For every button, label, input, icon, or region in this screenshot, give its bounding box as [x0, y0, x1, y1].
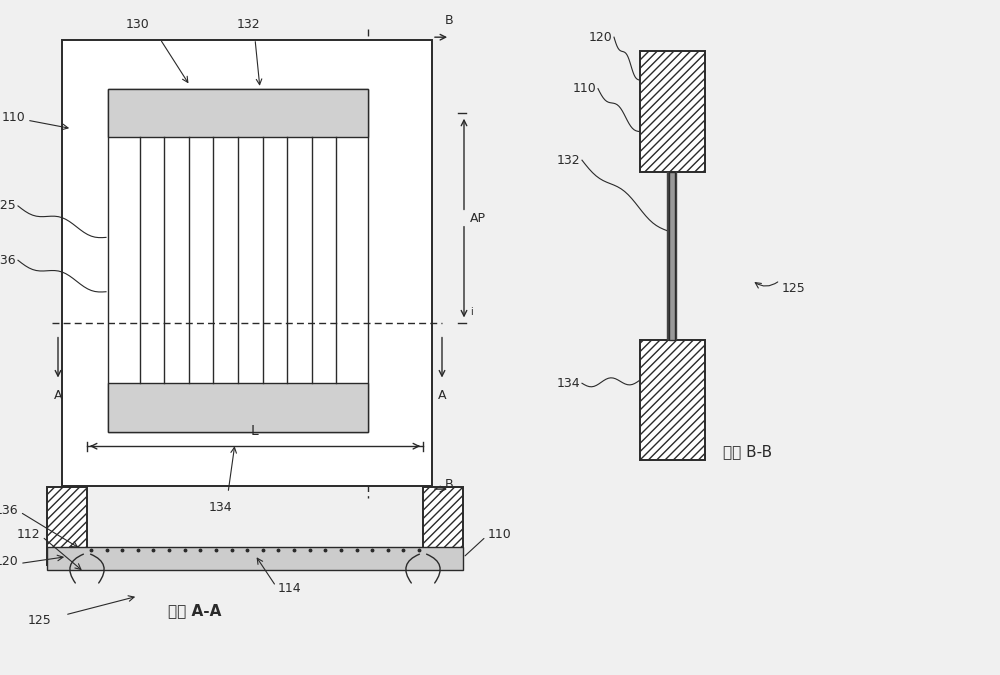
Bar: [108, 88, 368, 432]
Text: B: B: [445, 14, 454, 28]
Text: A: A: [54, 389, 62, 402]
Text: 125: 125: [28, 614, 52, 627]
Bar: [640, 51, 704, 171]
Bar: [669, 171, 675, 340]
Bar: [47, 547, 463, 570]
Bar: [108, 88, 368, 137]
Text: 136: 136: [0, 504, 18, 517]
Text: 132: 132: [556, 154, 580, 167]
Text: 136: 136: [0, 254, 16, 267]
Text: i: i: [470, 308, 473, 317]
Text: 120: 120: [588, 30, 612, 44]
Bar: [667, 171, 669, 340]
Text: 134: 134: [556, 377, 580, 389]
Text: A: A: [438, 389, 446, 402]
Text: L: L: [251, 424, 259, 438]
Text: B: B: [445, 478, 454, 491]
Text: 112: 112: [16, 529, 40, 541]
Bar: [640, 340, 704, 460]
Bar: [423, 487, 463, 564]
Text: 132: 132: [236, 18, 260, 32]
Text: 110: 110: [1, 111, 25, 124]
Bar: [47, 487, 87, 564]
Text: 114: 114: [278, 582, 302, 595]
Text: AP: AP: [470, 211, 486, 225]
Text: 110: 110: [572, 82, 596, 95]
Text: 125: 125: [782, 282, 806, 296]
Text: 截面 A-A: 截面 A-A: [168, 603, 222, 618]
Bar: [675, 171, 677, 340]
Text: 134: 134: [208, 501, 232, 514]
Text: 125: 125: [0, 199, 16, 213]
Text: 130: 130: [126, 18, 150, 32]
Bar: [108, 383, 368, 432]
Text: 截面 B-B: 截面 B-B: [723, 444, 773, 460]
Bar: [62, 40, 432, 486]
Text: 120: 120: [0, 556, 18, 568]
Text: 110: 110: [488, 529, 512, 541]
